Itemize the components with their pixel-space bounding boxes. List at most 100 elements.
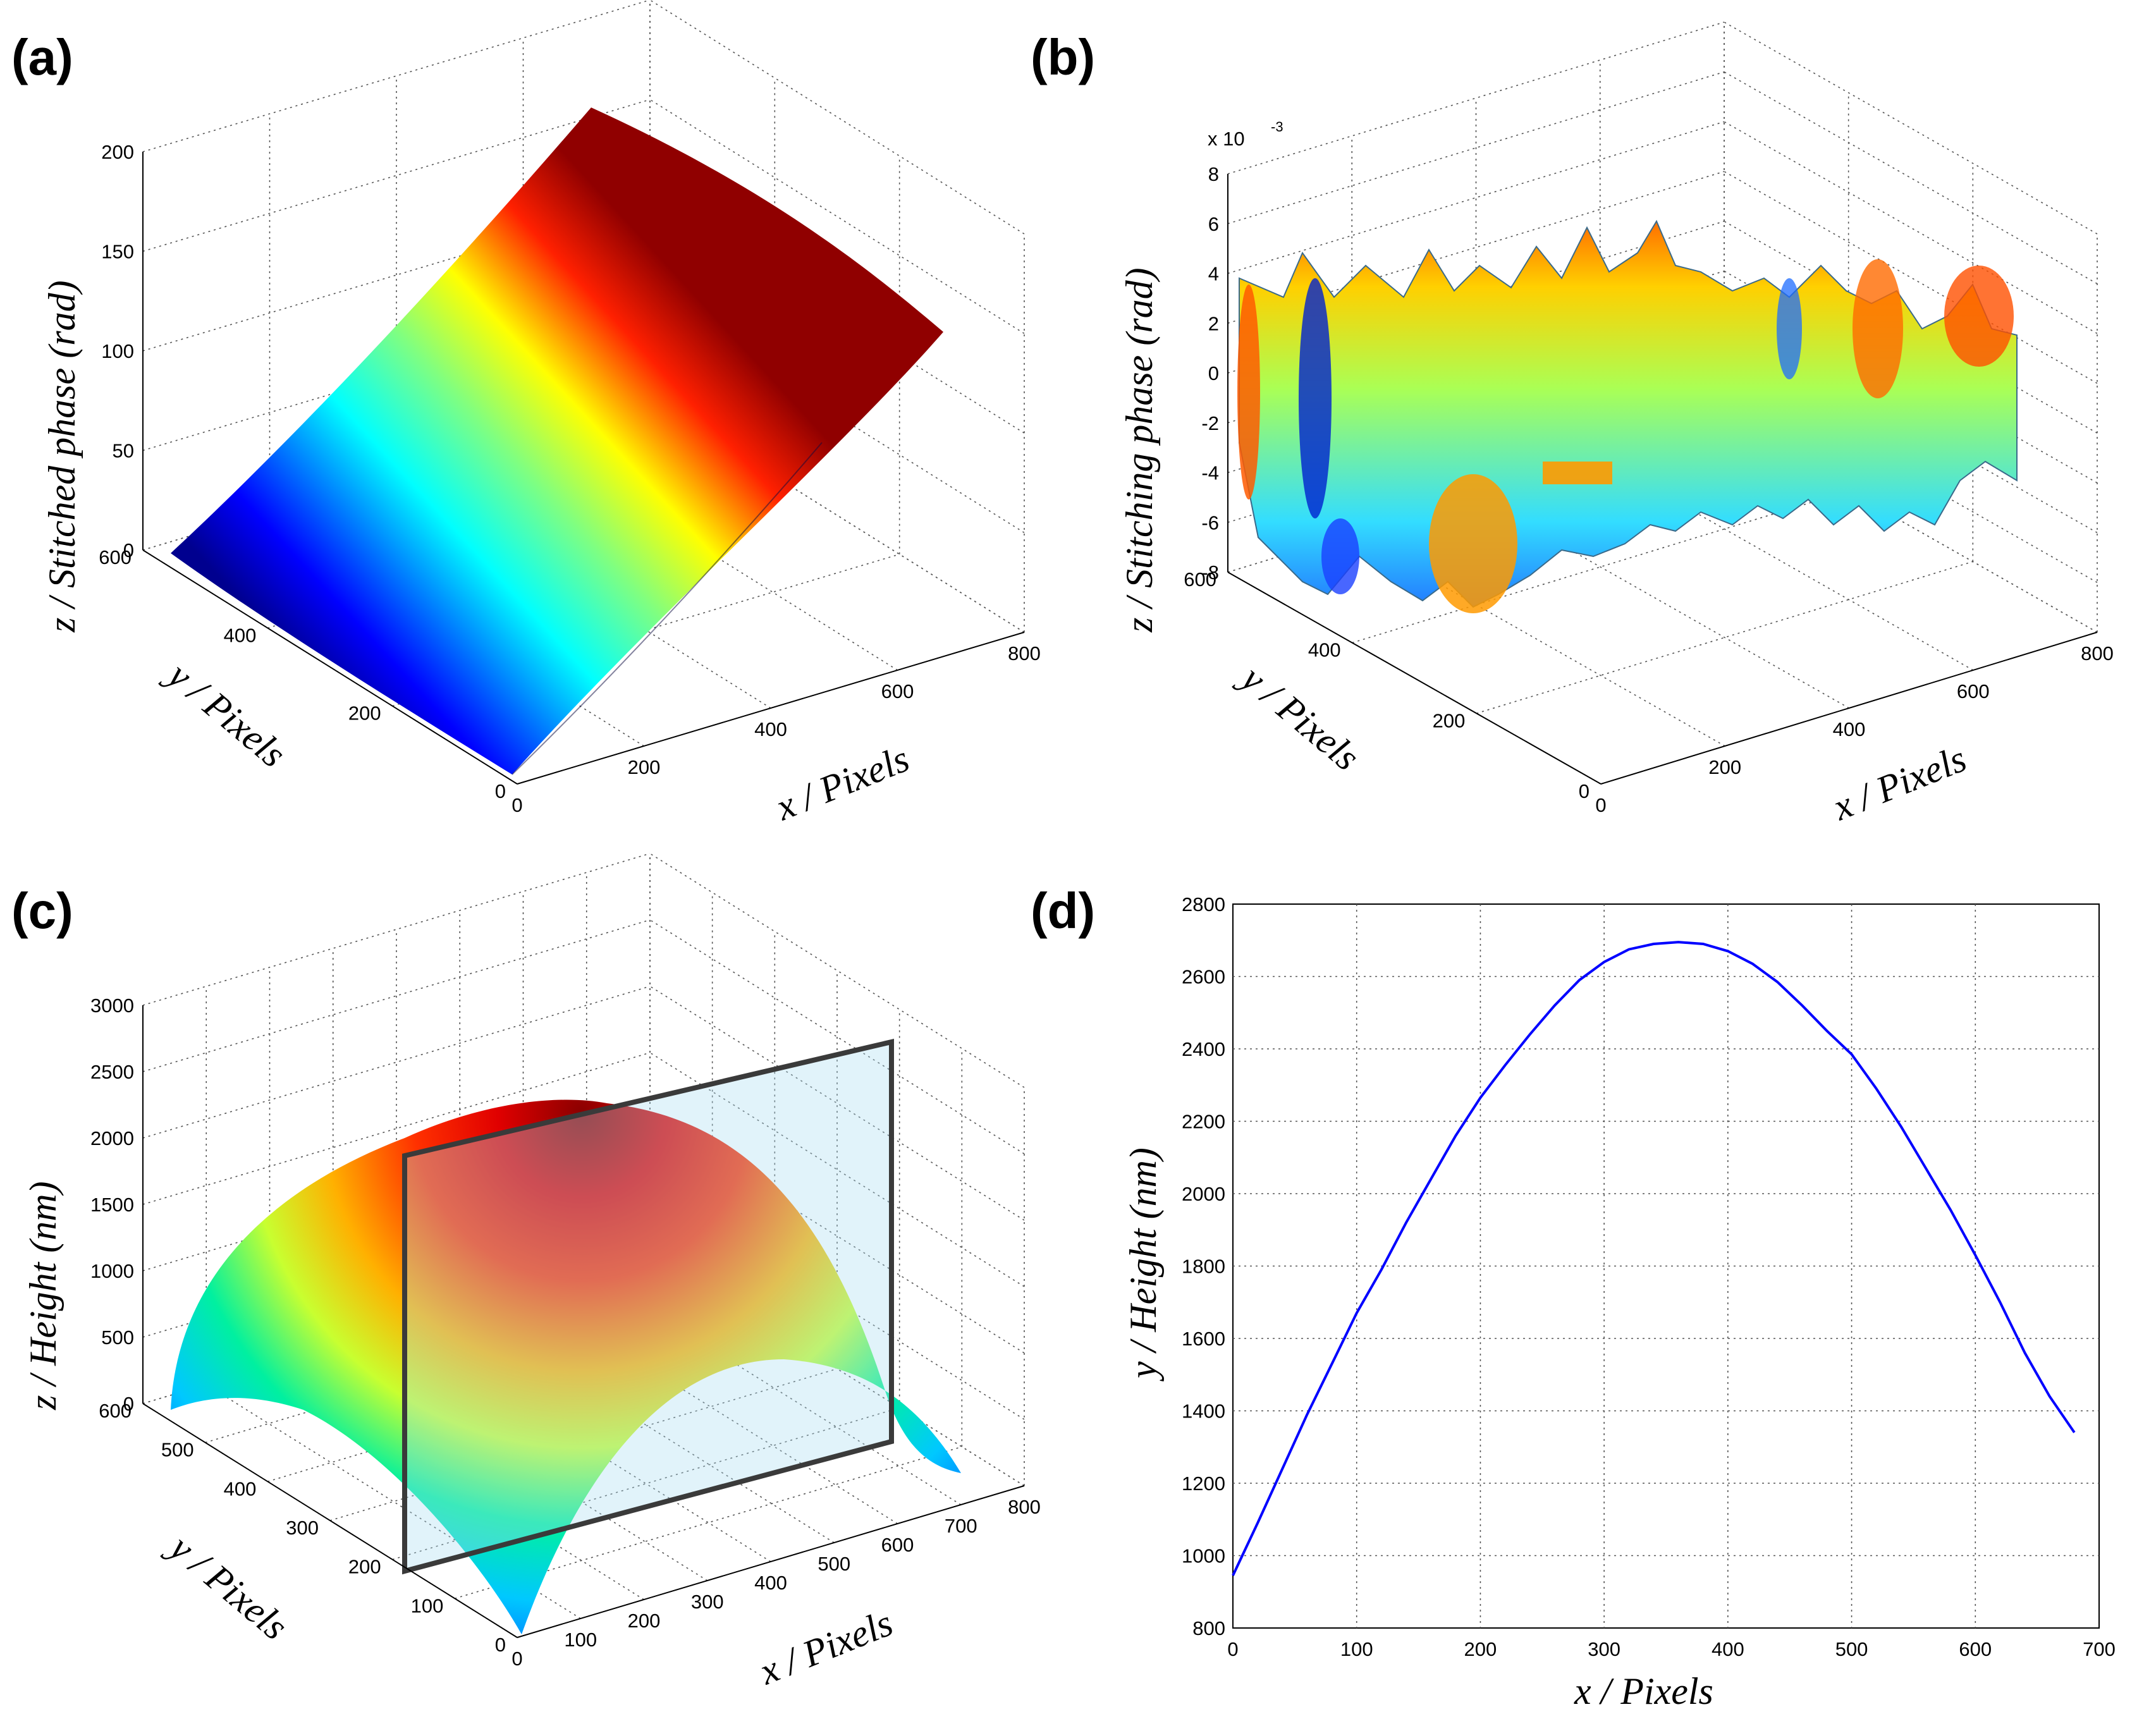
panel-d-ytick-label: 1800 <box>1182 1256 1225 1278</box>
panel-b-ztick-label: -4 <box>1201 462 1219 484</box>
panel-c-xtick-label: 800 <box>1008 1496 1041 1518</box>
panel-c-xlabel: x / Pixels <box>753 1601 898 1692</box>
panel-d-xtick-label: 300 <box>1588 1638 1620 1660</box>
panel-c-ztick-label: 3000 <box>90 995 134 1017</box>
panel-c-ticks: 0 100 200 300 400 500 600 700 800 0 100 200 300 400 50… <box>90 995 1041 1670</box>
panel-b-grid-zx <box>1227 21 1725 174</box>
panel-b-ztick-label: 8 <box>1208 163 1219 185</box>
panel-a-xtick-label: 0 <box>511 794 522 816</box>
panel-c-xtick-label: 500 <box>818 1553 850 1575</box>
panel-d-xtick-label: 200 <box>1464 1638 1497 1660</box>
panel-c-grid <box>142 853 1025 1638</box>
panel-b-ytick-label: 400 <box>1308 639 1341 661</box>
panel-d-ytick-label: 1600 <box>1182 1328 1225 1350</box>
panel-d-ylabel: y / Height (nm) <box>1122 1148 1164 1382</box>
panel-a-surface <box>171 107 943 774</box>
panel-b-xtick-label: 200 <box>1708 756 1741 778</box>
panel-b-x-axis <box>1600 632 2098 785</box>
panel-b-ztick-label: 4 <box>1208 263 1219 285</box>
panel-a-ztick-label: 200 <box>101 141 134 163</box>
panel-b-xtick-label: 0 <box>1595 794 1606 816</box>
panel-c-xtick-label: 100 <box>564 1629 597 1651</box>
panel-c-ytick-label: 100 <box>411 1594 444 1617</box>
panel-c-ytick-label: 400 <box>224 1478 257 1500</box>
panel-b-y-axis <box>1227 572 1602 785</box>
panel-c-ztick-label: 0 <box>123 1393 134 1415</box>
panel-b-ylabel: y / Pixels <box>1231 655 1367 779</box>
panel-b-ztick-label: -6 <box>1201 511 1219 534</box>
panel-c-ztick-label: 2000 <box>90 1127 134 1149</box>
panel-c-x-axis <box>517 1485 1025 1638</box>
panel-b-scale-label: x 10 <box>1208 128 1245 150</box>
panel-d-xtick-label: 0 <box>1227 1638 1238 1660</box>
panel-c-xtick-label: 700 <box>945 1515 977 1537</box>
panel-c-xtick-label: 400 <box>754 1572 787 1594</box>
panel-a-surface-edge <box>511 442 823 775</box>
panel-c-ztick-label: 1000 <box>90 1260 134 1282</box>
panel-b-grid-zx <box>1227 121 1725 274</box>
panel-b-zlabel: z / Stitching phase (rad) <box>1118 267 1160 633</box>
panel-d-xtick-label: 600 <box>1959 1638 1992 1660</box>
panel-a-ytick-label: 600 <box>99 546 132 568</box>
panel-label-c: (c) <box>11 883 73 939</box>
panel-d-ytick-label: 1000 <box>1182 1545 1225 1567</box>
panel-c-ztick-label: 2500 <box>90 1061 134 1083</box>
panel-c-section-plane <box>402 1038 894 1575</box>
panel-d-series-line <box>1232 941 2076 1576</box>
panel-b-grid-zy <box>1724 71 2098 285</box>
panel-d-xtick-label: 400 <box>1712 1638 1744 1660</box>
panel-b-ztick-label: 0 <box>1208 362 1219 384</box>
panel-c-zlabel: z / Height (nm) <box>22 1181 64 1411</box>
panel-label-d: (d) <box>1031 883 1095 939</box>
panel-c-ytick-label: 300 <box>286 1517 319 1539</box>
panel-d-ticks: 0 100 200 300 400 500 600 700 800 1000 1200 1400 160… <box>1182 893 2116 1660</box>
panel-a-zlabel: z / Stitched phase (rad) <box>41 280 83 633</box>
panel-a-xlabel: x / Pixels <box>769 737 915 828</box>
panel-a-xtick-label: 200 <box>628 756 661 778</box>
panel-a-ztick-label: 0 <box>123 539 134 561</box>
panel-c-ytick-label: 0 <box>495 1634 506 1656</box>
panel-a-ztick-label: 100 <box>101 340 134 362</box>
panel-a-ztick-label: 150 <box>101 241 134 263</box>
panel-c-ztick-label: 500 <box>101 1326 134 1349</box>
panel-a-ylabel: y / Pixels <box>157 652 293 776</box>
panel-a-xtick-label: 400 <box>754 718 787 740</box>
panel-b-ztick-label: -2 <box>1201 412 1219 434</box>
panel-b-ytick-label: 200 <box>1433 709 1466 731</box>
panel-b-ytick-label: 0 <box>1579 780 1589 802</box>
panel-label-a: (a) <box>11 29 73 85</box>
panel-b-xtick-label: 600 <box>1957 680 1990 702</box>
panel-b-grid-floor-y <box>1352 490 1849 644</box>
panel-c-surface <box>171 1099 961 1634</box>
panel-b-grid-zy <box>1724 21 2098 235</box>
panel-c-grid-zx <box>142 853 651 1006</box>
panel-c-y-axis <box>142 1403 518 1638</box>
panel-d: 0 100 200 300 400 500 600 700 800 1000 1200 1400 160… <box>1122 893 2116 1712</box>
panel-a-ytick-label: 200 <box>348 702 381 725</box>
panel-a-y-axis <box>142 549 518 785</box>
panel-b-ztick-label: -8 <box>1201 561 1219 584</box>
panel-b-grid-zx <box>1227 71 1725 224</box>
panel-b-grid-floor-y <box>1476 561 1973 714</box>
panel-c-xtick-label: 200 <box>628 1610 661 1632</box>
panel-b-ztick-label: 2 <box>1208 312 1219 334</box>
panel-c-ytick-label: 200 <box>348 1556 381 1578</box>
panel-b-xtick-label: 400 <box>1833 718 1866 740</box>
panel-c-ztick-label: 1500 <box>90 1194 134 1216</box>
panel-c-ylabel: y / Pixels <box>159 1524 295 1648</box>
panel-c-ytick-label: 500 <box>161 1439 194 1461</box>
panel-c: 0 100 200 300 400 500 600 700 800 0 100 200 300 400 50… <box>22 853 1041 1692</box>
panel-a-xtick-label: 800 <box>1008 642 1041 664</box>
panel-c-xtick-label: 600 <box>881 1534 914 1556</box>
panel-d-ytick-label: 800 <box>1192 1617 1225 1639</box>
panel-a-ztick-label: 50 <box>113 440 134 462</box>
panel-d-grid <box>1233 904 2099 1628</box>
panel-a-ytick-label: 0 <box>495 780 506 802</box>
panel-d-xlabel: x / Pixels <box>1574 1670 1713 1712</box>
panel-d-ytick-label: 2200 <box>1182 1111 1225 1133</box>
